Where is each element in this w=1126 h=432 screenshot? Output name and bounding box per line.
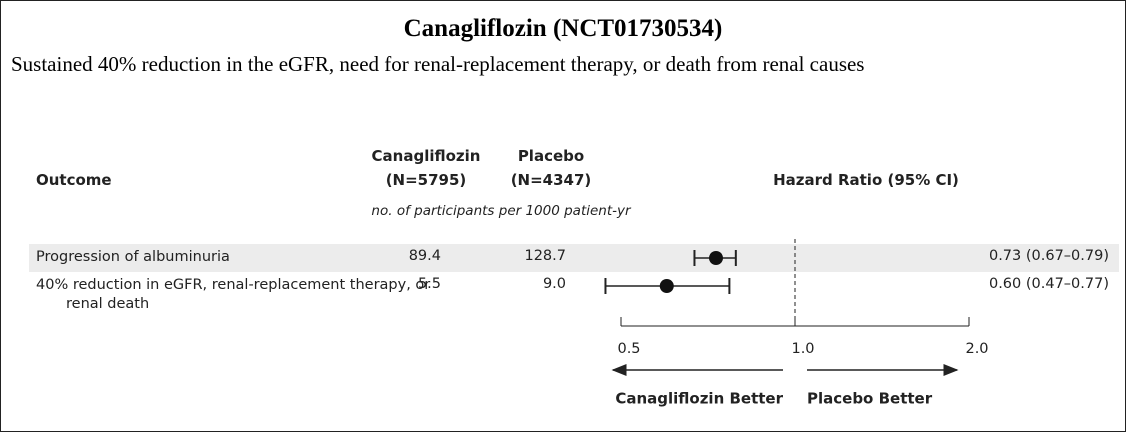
outcome-header: Outcome — [36, 171, 112, 189]
effect-label: 0.73 (0.67–0.79) — [988, 248, 1109, 264]
point-estimate — [659, 279, 674, 293]
title: Canagliflozin (NCT01730534) — [403, 15, 723, 42]
treatment-rate: 89.4 — [408, 248, 441, 264]
x-tick-label: 1.0 — [791, 341, 814, 357]
placebo-rate: 9.0 — [542, 276, 566, 292]
treatment-rate: 5.5 — [417, 276, 441, 292]
placebo-n: (N=4347) — [510, 171, 592, 189]
treatment-header: Canagliflozin — [371, 147, 481, 165]
right-label: Placebo Better — [807, 390, 933, 408]
effect-header: Hazard Ratio (95% CI) — [773, 171, 959, 189]
subtitle: Sustained 40% reduction in the eGFR, nee… — [11, 52, 865, 76]
placebo-header: Placebo — [517, 147, 585, 165]
outcome-label: 40% reduction in eGFR, renal-replacement… — [36, 277, 431, 312]
effect-label: 0.60 (0.47–0.77) — [988, 276, 1109, 292]
treatment-n: (N=5795) — [385, 171, 467, 189]
point-estimate — [708, 251, 723, 265]
outcome-label: Progression of albuminuria — [36, 249, 230, 265]
x-tick-label: 2.0 — [965, 341, 988, 357]
x-tick-label: 0.5 — [617, 341, 640, 357]
rate-unit: no. of participants per 1000 patient-yr — [371, 203, 631, 219]
row-band — [29, 244, 1119, 272]
left-label: Canagliflozin Better — [615, 390, 783, 408]
placebo-rate: 128.7 — [524, 248, 566, 264]
